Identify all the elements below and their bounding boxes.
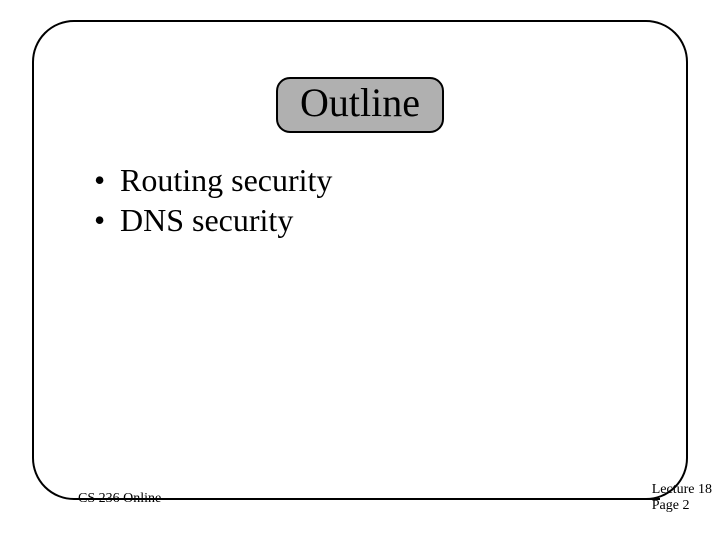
footer-lecture-label: Lecture 18 xyxy=(652,482,712,498)
slide-frame: Outline Routing security DNS security xyxy=(32,20,688,500)
bullet-item: DNS security xyxy=(94,200,332,240)
slide-title: Outline xyxy=(276,77,444,133)
footer-page-label: Page 2 xyxy=(652,498,712,514)
bullet-item: Routing security xyxy=(94,160,332,200)
bullet-list: Routing security DNS security xyxy=(94,160,332,240)
footer-page-info: Lecture 18 Page 2 xyxy=(652,482,712,514)
footer-divider xyxy=(142,498,660,500)
